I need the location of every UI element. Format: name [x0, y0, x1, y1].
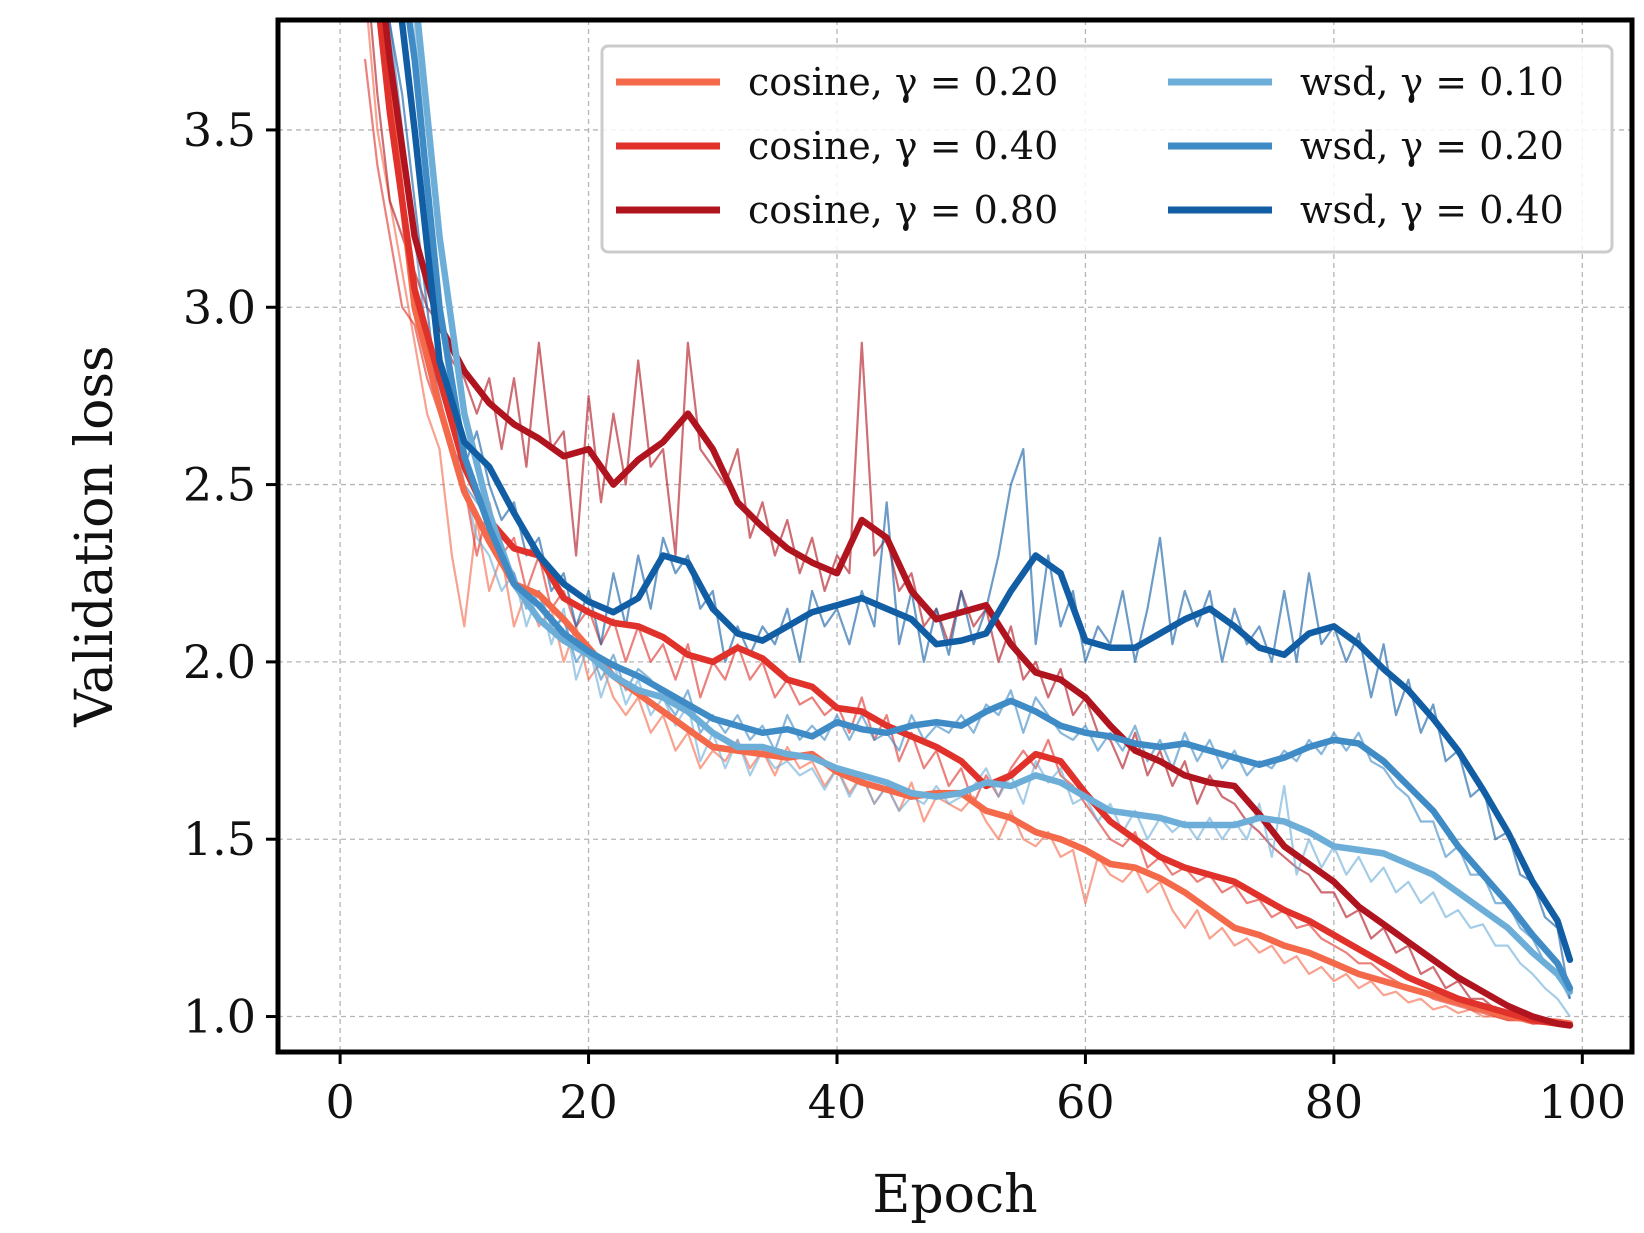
y-axis-label: Validation loss [65, 345, 125, 728]
series-smoothed-line-0 [377, 20, 1574, 1027]
y-tick-label: 3.5 [183, 103, 256, 157]
y-tick-label: 2.0 [183, 635, 256, 689]
series-smoothed-line-2 [381, 20, 1574, 1029]
series-smoothed-line-3 [414, 20, 1574, 995]
legend-label: wsd, γ = 0.40 [1300, 188, 1564, 232]
smoothed-series-lines [376, 20, 1574, 1029]
y-tick-label: 1.5 [183, 812, 256, 866]
legend-label: wsd, γ = 0.20 [1300, 124, 1564, 168]
legend-label: cosine, γ = 0.20 [748, 60, 1058, 104]
series-raw-line-0 [366, 20, 1570, 1025]
x-tick-label: 40 [808, 1075, 867, 1129]
legend-box [600, 44, 1614, 254]
axis-ticks: 0 20 40 60 80 100 1.0 1.5 2.0 2.5 3.0 3.5 [183, 103, 1626, 1129]
y-tick-label: 1.0 [183, 990, 256, 1044]
legend-label: cosine, γ = 0.80 [748, 188, 1058, 232]
legend: cosine, γ = 0.20 cosine, γ = 0.40 cosine, … [600, 44, 1614, 254]
x-tick-label: 80 [1305, 1075, 1364, 1129]
series-smoothed-line-4 [405, 20, 1574, 992]
x-tick-label: 20 [559, 1075, 618, 1129]
x-tick-label: 100 [1538, 1075, 1626, 1129]
y-tick-label: 2.5 [183, 458, 256, 512]
y-tick-label: 3.0 [183, 280, 256, 334]
x-axis-label: Epoch [872, 1165, 1037, 1225]
series-smoothed-line-5 [398, 20, 1574, 964]
series-smoothed-line-1 [376, 20, 1574, 1029]
legend-label: wsd, γ = 0.10 [1300, 60, 1564, 104]
plot-frame [275, 17, 1635, 1055]
x-tick-label: 0 [325, 1075, 354, 1129]
legend-label: cosine, γ = 0.40 [748, 124, 1058, 168]
x-tick-label: 60 [1056, 1075, 1115, 1129]
